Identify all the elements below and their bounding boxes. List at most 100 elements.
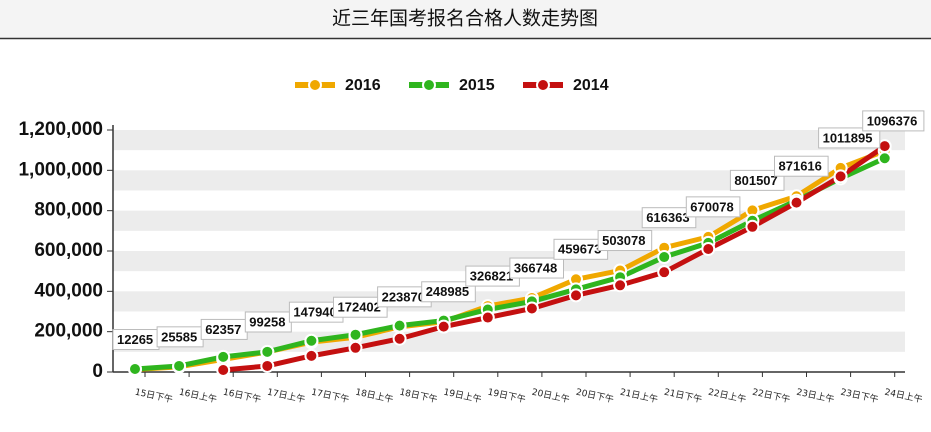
data-label: 248985 xyxy=(421,281,476,303)
data-point xyxy=(524,301,539,316)
data-label: 670078 xyxy=(685,196,741,218)
x-tick-label: 23日上午 xyxy=(795,386,835,406)
data-label: 326821 xyxy=(465,265,520,287)
x-tick-label: 19日下午 xyxy=(487,386,527,406)
data-label-text: 801507 xyxy=(734,173,777,188)
legend-label: 2015 xyxy=(459,77,495,94)
data-label-box xyxy=(421,281,476,303)
legend-label: 2016 xyxy=(345,77,381,94)
data-point xyxy=(789,195,804,210)
x-tick-label: 19日上午 xyxy=(443,386,483,406)
data-label-text: 99258 xyxy=(249,314,285,329)
data-label-text: 147940 xyxy=(293,305,336,320)
data-label: 1096376 xyxy=(862,110,925,132)
data-label-text: 670078 xyxy=(690,199,733,214)
x-tick-label: 21日下午 xyxy=(663,386,703,406)
data-point xyxy=(304,348,319,363)
data-point xyxy=(260,358,275,373)
x-tick-label: 22日下午 xyxy=(751,386,791,406)
data-label-text: 223870 xyxy=(382,289,425,304)
data-point xyxy=(877,139,892,154)
data-label: 223870 xyxy=(377,286,432,308)
data-label: 616363 xyxy=(641,207,697,229)
data-label-box xyxy=(509,257,564,279)
data-label-box xyxy=(862,110,925,132)
data-label-box xyxy=(818,127,881,149)
data-label-box xyxy=(685,196,741,218)
data-label-text: 503078 xyxy=(602,233,645,248)
x-tick-label: 16日上午 xyxy=(178,386,218,406)
legend-label: 2014 xyxy=(573,77,609,94)
data-point xyxy=(745,219,760,234)
data-point xyxy=(436,319,451,334)
x-tick-label: 17日上午 xyxy=(266,386,306,406)
data-point xyxy=(613,278,628,293)
data-point xyxy=(833,169,848,184)
data-label: 503078 xyxy=(597,230,653,252)
y-tick-label: 800,000 xyxy=(34,200,103,221)
x-tick-label: 16日下午 xyxy=(222,386,262,406)
data-label: 871616 xyxy=(774,155,829,177)
data-label-text: 326821 xyxy=(470,269,513,284)
y-tick-label: 1,000,000 xyxy=(18,159,103,180)
data-label: 366748 xyxy=(509,257,564,279)
x-tick-label: 18日下午 xyxy=(398,386,438,406)
data-label: 1011895 xyxy=(818,127,881,149)
data-label: 62357 xyxy=(200,318,248,340)
data-label-box xyxy=(641,207,697,229)
data-point xyxy=(216,349,231,364)
legend-dot xyxy=(536,78,550,92)
grid-band xyxy=(113,251,905,272)
data-point xyxy=(480,310,495,325)
title-bar xyxy=(0,0,931,38)
data-label-text: 25585 xyxy=(161,329,197,344)
series-line xyxy=(222,144,887,373)
data-label: 25585 xyxy=(156,326,204,348)
data-label-text: 871616 xyxy=(779,159,822,174)
data-point xyxy=(877,151,892,166)
data-point xyxy=(392,318,407,333)
data-point xyxy=(172,358,187,373)
data-label-text: 1011895 xyxy=(823,130,873,145)
data-point xyxy=(348,327,363,342)
x-tick-label: 21日上午 xyxy=(619,386,659,406)
y-tick-label: 400,000 xyxy=(34,280,103,301)
grid-band xyxy=(113,170,905,191)
x-tick-label: 20日下午 xyxy=(575,386,615,406)
data-label: 801507 xyxy=(729,169,785,191)
data-label-text: 62357 xyxy=(205,322,241,337)
grid-band xyxy=(113,130,905,151)
data-label-box xyxy=(774,155,829,177)
data-point xyxy=(128,361,142,376)
y-tick-label: 200,000 xyxy=(34,321,103,342)
y-tick-label: 1,200,000 xyxy=(18,119,103,140)
legend-dot xyxy=(422,78,436,92)
y-tick-label: 0 xyxy=(92,361,103,382)
data-label-text: 366748 xyxy=(514,260,557,275)
data-point xyxy=(348,340,363,355)
x-tick-label: 22日上午 xyxy=(707,386,747,406)
data-point xyxy=(304,333,319,348)
legend-dot xyxy=(308,78,322,92)
legend-item: 2014 xyxy=(523,77,609,94)
grid-band xyxy=(113,210,905,231)
data-point xyxy=(569,288,583,303)
x-tick-label: 17日下午 xyxy=(310,386,350,406)
x-tick-label: 15日下午 xyxy=(134,386,174,406)
data-label: 12265 xyxy=(112,329,160,351)
data-point xyxy=(657,250,672,265)
data-point xyxy=(392,331,407,346)
x-tick-label: 24日上午 xyxy=(884,386,924,406)
x-tick-label: 23日下午 xyxy=(839,386,879,406)
data-label-text: 1096376 xyxy=(867,113,918,128)
data-label-text: 248985 xyxy=(426,284,469,299)
y-tick-label: 600,000 xyxy=(34,240,103,261)
data-point xyxy=(657,265,672,280)
legend-item: 2015 xyxy=(409,77,495,94)
series-line xyxy=(134,155,886,372)
x-tick-label: 18日上午 xyxy=(354,386,394,406)
legend-item: 2016 xyxy=(295,77,381,94)
data-label-text: 12265 xyxy=(117,332,153,347)
x-tick-label: 20日上午 xyxy=(531,386,571,406)
